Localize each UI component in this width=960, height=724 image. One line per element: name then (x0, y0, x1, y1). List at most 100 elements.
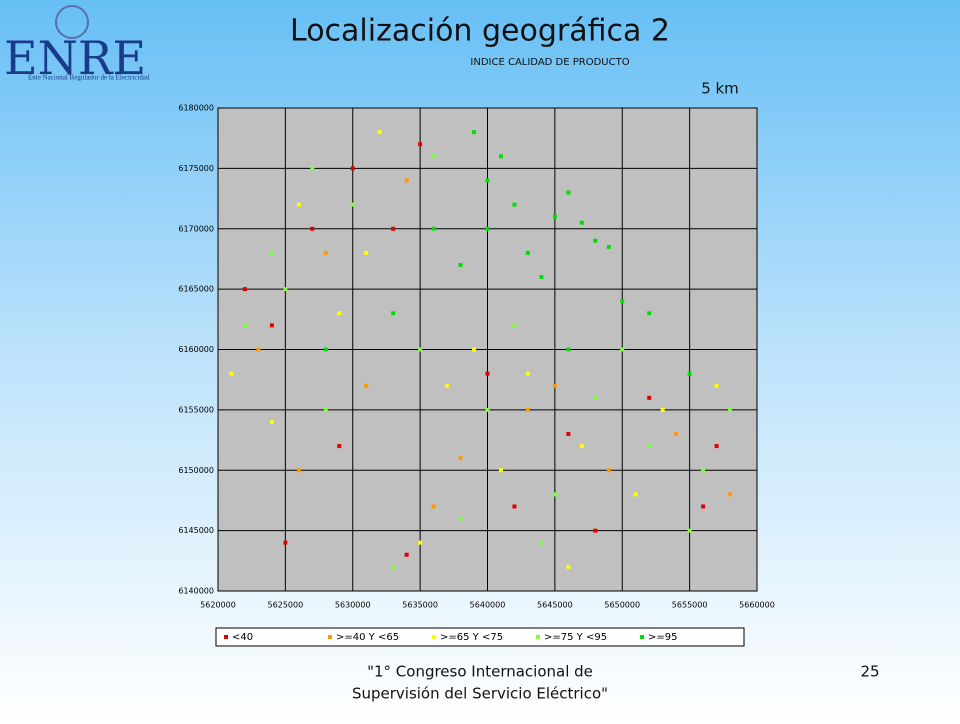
point (593, 238, 598, 243)
point (674, 432, 679, 437)
y-tick-label: 6140000 (178, 587, 214, 596)
point (566, 564, 571, 569)
y-tick-label: 6180000 (178, 104, 214, 113)
x-tick-label: 5630000 (335, 601, 371, 610)
y-tick-label: 6170000 (178, 224, 214, 233)
legend-label: >=95 (648, 632, 677, 643)
point (323, 407, 328, 412)
point (404, 552, 409, 557)
point (283, 540, 288, 545)
point (485, 226, 490, 231)
point (539, 540, 544, 545)
y-tick-label: 6160000 (178, 345, 214, 354)
point (431, 226, 436, 231)
point (310, 226, 315, 231)
point (229, 371, 234, 376)
logo-emblem (55, 5, 89, 39)
point (418, 142, 423, 147)
legend-marker (536, 635, 540, 639)
point (498, 154, 503, 159)
point (512, 323, 517, 328)
legend-label: >=40 Y <65 (336, 632, 399, 643)
legend (215, 627, 745, 647)
y-tick-label: 6155000 (178, 405, 214, 414)
x-tick-label: 5625000 (268, 601, 304, 610)
point (458, 516, 463, 521)
x-tick-label: 5640000 (470, 601, 506, 610)
point (660, 407, 665, 412)
point (458, 456, 463, 461)
point (728, 407, 733, 412)
point (525, 250, 530, 255)
point (606, 468, 611, 473)
point (256, 347, 261, 352)
point (404, 178, 409, 183)
point (431, 504, 436, 509)
legend-marker (328, 635, 332, 639)
page-number: 25 (860, 663, 879, 681)
point (525, 407, 530, 412)
point (620, 347, 625, 352)
point (296, 468, 301, 473)
point (606, 244, 611, 249)
point (283, 287, 288, 292)
point (512, 504, 517, 509)
point (242, 323, 247, 328)
point (593, 528, 598, 533)
footer: Supervisión del Servicio Eléctrico" (352, 685, 608, 703)
point (269, 419, 274, 424)
point (525, 371, 530, 376)
point (350, 166, 355, 171)
point (431, 154, 436, 159)
point (391, 311, 396, 316)
point (377, 130, 382, 135)
logo: ENRE (4, 31, 146, 85)
y-tick-label: 6165000 (178, 285, 214, 294)
footer: "1° Congreso Internacional de (367, 663, 593, 681)
legend-marker (224, 635, 228, 639)
x-tick-label: 5655000 (672, 601, 708, 610)
point (323, 347, 328, 352)
legend-label: >=75 Y <95 (544, 632, 607, 643)
point (350, 202, 355, 207)
point (323, 250, 328, 255)
point (364, 383, 369, 388)
y-tick-label: 6150000 (178, 466, 214, 475)
point (566, 190, 571, 195)
point (498, 468, 503, 473)
point (566, 347, 571, 352)
point (337, 311, 342, 316)
legend-marker (640, 635, 644, 639)
point (391, 564, 396, 569)
point (539, 275, 544, 280)
point (472, 130, 477, 135)
point (391, 226, 396, 231)
point (364, 250, 369, 255)
legend-marker (432, 635, 436, 639)
point (647, 311, 652, 316)
x-tick-label: 5635000 (402, 601, 438, 610)
point (687, 371, 692, 376)
point (418, 347, 423, 352)
y-tick-label: 6145000 (178, 526, 214, 535)
point (458, 262, 463, 267)
point (485, 371, 490, 376)
point (647, 395, 652, 400)
y-tick-label: 6175000 (178, 164, 214, 173)
chart-subtitle: INDICE CALIDAD DE PRODUCTO (470, 57, 629, 68)
point (701, 468, 706, 473)
x-tick-label: 5620000 (200, 601, 236, 610)
x-tick-label: 5645000 (537, 601, 573, 610)
point (633, 492, 638, 497)
point (552, 214, 557, 219)
point (566, 432, 571, 437)
point (269, 250, 274, 255)
point (579, 220, 584, 225)
point (512, 202, 517, 207)
point (647, 444, 652, 449)
point (337, 444, 342, 449)
legend-label: >=65 Y <75 (440, 632, 503, 643)
logo-caption: Ente Nacional Regulador de la Electricid… (28, 74, 150, 82)
